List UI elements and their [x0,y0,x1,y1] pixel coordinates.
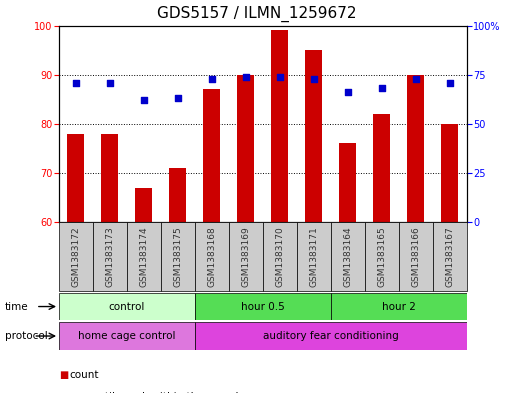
Text: GSM1383171: GSM1383171 [309,226,319,287]
Bar [161,222,195,291]
Text: time: time [5,301,29,312]
Text: GSM1383173: GSM1383173 [106,226,114,287]
Bar [297,222,331,291]
Text: hour 0.5: hour 0.5 [241,301,285,312]
Bar [127,222,161,291]
Bar [399,222,433,291]
Text: percentile rank within the sample: percentile rank within the sample [69,392,245,393]
Point [378,85,386,92]
Text: count: count [69,370,99,380]
Bar [331,222,365,291]
Bar [331,293,467,320]
Bar [238,75,254,222]
Text: control: control [109,301,145,312]
Point [310,75,318,82]
Text: GSM1383166: GSM1383166 [411,226,420,287]
Text: GDS5157 / ILMN_1259672: GDS5157 / ILMN_1259672 [157,6,356,22]
Text: ■: ■ [59,370,68,380]
Text: GSM1383167: GSM1383167 [445,226,455,287]
Point [446,79,454,86]
Bar [373,114,390,222]
Point [208,75,216,82]
Point [174,95,182,101]
Text: GSM1383175: GSM1383175 [173,226,183,287]
Text: ■: ■ [59,392,68,393]
Bar [59,293,195,320]
Bar [305,50,322,222]
Bar [340,143,357,222]
Bar [59,222,93,291]
Point [106,79,114,86]
Text: GSM1383172: GSM1383172 [71,226,81,287]
Point [242,73,250,80]
Bar [59,322,195,350]
Point [412,75,420,82]
Point [72,79,80,86]
Bar [263,222,297,291]
Bar [169,168,186,222]
Bar [93,222,127,291]
Bar [195,322,467,350]
Text: protocol: protocol [5,331,48,341]
Bar [433,222,467,291]
Bar [229,222,263,291]
Text: home cage control: home cage control [78,331,176,341]
Bar [195,222,229,291]
Text: GSM1383164: GSM1383164 [343,226,352,287]
Text: GSM1383165: GSM1383165 [378,226,386,287]
Bar [204,89,221,222]
Bar [135,187,152,222]
Text: GSM1383174: GSM1383174 [140,226,148,287]
Text: auditory fear conditioning: auditory fear conditioning [263,331,399,341]
Point [276,73,284,80]
Bar [407,75,424,222]
Bar [68,134,85,222]
Point [140,97,148,103]
Bar [365,222,399,291]
Bar [441,124,458,222]
Bar [195,293,331,320]
Text: GSM1383169: GSM1383169 [242,226,250,287]
Point [344,89,352,95]
Text: GSM1383170: GSM1383170 [275,226,284,287]
Text: GSM1383168: GSM1383168 [207,226,216,287]
Text: hour 2: hour 2 [382,301,416,312]
Bar [271,30,288,222]
Bar [102,134,119,222]
